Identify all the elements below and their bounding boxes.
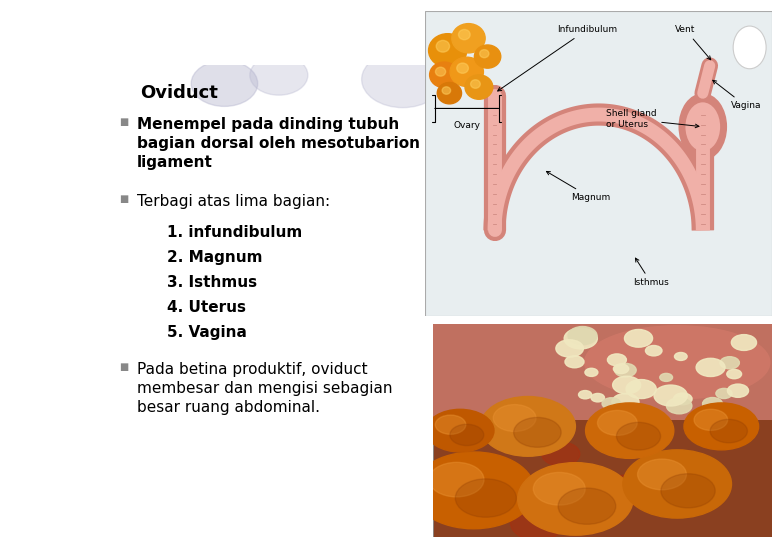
Circle shape — [608, 354, 626, 366]
Text: Vagina: Vagina — [713, 80, 761, 111]
Circle shape — [732, 335, 757, 350]
Circle shape — [565, 356, 584, 368]
Circle shape — [568, 327, 597, 345]
Circle shape — [728, 384, 749, 397]
Circle shape — [450, 57, 484, 86]
Circle shape — [625, 329, 653, 347]
Circle shape — [673, 393, 692, 405]
Text: 4. Uterus: 4. Uterus — [167, 300, 246, 315]
Circle shape — [250, 55, 308, 95]
Text: Vent: Vent — [675, 25, 711, 60]
Circle shape — [556, 340, 583, 357]
Circle shape — [602, 475, 651, 505]
Circle shape — [450, 424, 484, 445]
Circle shape — [452, 24, 485, 53]
Circle shape — [612, 394, 639, 410]
Circle shape — [666, 398, 692, 414]
Text: 3. Isthmus: 3. Isthmus — [167, 275, 257, 290]
Circle shape — [710, 420, 747, 443]
Circle shape — [623, 450, 732, 518]
Circle shape — [716, 388, 732, 399]
Ellipse shape — [733, 26, 766, 69]
Circle shape — [615, 363, 636, 377]
Circle shape — [558, 488, 615, 524]
Ellipse shape — [686, 102, 720, 151]
Circle shape — [514, 417, 561, 447]
Text: 5. Vagina: 5. Vagina — [167, 325, 247, 340]
Circle shape — [455, 454, 494, 479]
Text: ■: ■ — [119, 194, 128, 204]
Circle shape — [637, 459, 686, 490]
Text: Isthmus: Isthmus — [633, 258, 669, 287]
Circle shape — [442, 87, 451, 94]
Circle shape — [654, 385, 687, 406]
Circle shape — [602, 398, 621, 409]
FancyBboxPatch shape — [433, 324, 772, 537]
Circle shape — [438, 83, 462, 104]
Circle shape — [493, 404, 536, 431]
Text: ■: ■ — [119, 362, 128, 372]
Circle shape — [428, 33, 466, 68]
Circle shape — [541, 442, 580, 466]
Circle shape — [465, 75, 493, 99]
Circle shape — [591, 394, 604, 402]
Circle shape — [511, 506, 565, 540]
Circle shape — [720, 357, 739, 369]
Circle shape — [430, 62, 459, 87]
Circle shape — [613, 364, 629, 374]
Circle shape — [564, 328, 597, 349]
Circle shape — [445, 455, 491, 483]
Circle shape — [456, 479, 516, 517]
Circle shape — [459, 30, 470, 40]
Circle shape — [696, 359, 725, 376]
Text: Infundibulum: Infundibulum — [498, 25, 617, 91]
Circle shape — [661, 474, 715, 508]
Circle shape — [579, 390, 592, 399]
Circle shape — [660, 373, 672, 381]
Text: 2. Magnum: 2. Magnum — [167, 250, 263, 265]
Circle shape — [426, 409, 494, 452]
Circle shape — [480, 50, 489, 58]
Circle shape — [703, 397, 722, 410]
Circle shape — [530, 474, 583, 506]
Circle shape — [474, 45, 501, 68]
Text: Shell gland
or Uterus: Shell gland or Uterus — [605, 109, 699, 129]
Text: Pada betina produktif, oviduct
membesar dan mengisi sebagian
besar ruang abdomin: Pada betina produktif, oviduct membesar … — [136, 362, 392, 415]
Circle shape — [727, 369, 742, 379]
Circle shape — [585, 368, 598, 376]
FancyBboxPatch shape — [433, 324, 772, 420]
Circle shape — [362, 51, 444, 107]
Circle shape — [534, 472, 585, 505]
Circle shape — [684, 403, 759, 450]
Text: Terbagi atas lima bagian:: Terbagi atas lima bagian: — [136, 194, 330, 208]
Circle shape — [413, 452, 535, 529]
Circle shape — [626, 380, 656, 399]
Circle shape — [429, 462, 484, 497]
Text: ■: ■ — [119, 117, 128, 127]
FancyBboxPatch shape — [425, 11, 772, 316]
Circle shape — [612, 376, 640, 394]
Circle shape — [694, 409, 728, 430]
Circle shape — [616, 422, 661, 450]
Text: Oviduct: Oviduct — [140, 84, 218, 102]
Circle shape — [646, 346, 662, 356]
Circle shape — [457, 63, 469, 73]
Circle shape — [480, 396, 576, 456]
Text: Magnum: Magnum — [547, 171, 610, 202]
Text: Menempel pada dinding tubuh
bagian dorsal oleh mesotubarion
ligament: Menempel pada dinding tubuh bagian dorsa… — [136, 117, 420, 170]
Text: Ovary: Ovary — [453, 120, 480, 130]
Circle shape — [435, 415, 466, 434]
Text: 1. infundibulum: 1. infundibulum — [167, 225, 303, 240]
Ellipse shape — [584, 325, 771, 400]
Circle shape — [518, 463, 633, 535]
Circle shape — [597, 410, 637, 435]
Circle shape — [675, 353, 687, 360]
Circle shape — [435, 67, 445, 76]
Circle shape — [586, 403, 674, 458]
Circle shape — [470, 80, 480, 89]
Circle shape — [191, 60, 257, 106]
Ellipse shape — [679, 93, 727, 160]
Circle shape — [436, 40, 449, 52]
